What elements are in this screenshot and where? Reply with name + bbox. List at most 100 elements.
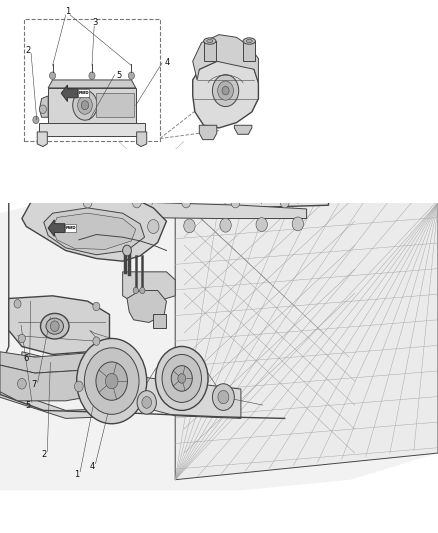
Polygon shape xyxy=(127,290,166,322)
Circle shape xyxy=(231,197,240,208)
Polygon shape xyxy=(0,187,438,490)
Bar xyxy=(204,41,216,61)
Circle shape xyxy=(18,334,25,343)
Circle shape xyxy=(155,346,208,410)
Ellipse shape xyxy=(40,313,69,339)
Polygon shape xyxy=(39,96,48,117)
Polygon shape xyxy=(22,192,166,261)
Polygon shape xyxy=(0,365,110,401)
Polygon shape xyxy=(175,187,438,480)
Circle shape xyxy=(77,338,147,424)
Circle shape xyxy=(85,348,139,414)
Circle shape xyxy=(220,219,231,232)
Circle shape xyxy=(142,397,152,408)
Bar xyxy=(39,123,145,136)
Text: 3: 3 xyxy=(93,18,98,27)
Ellipse shape xyxy=(207,39,213,43)
Polygon shape xyxy=(0,352,110,373)
Circle shape xyxy=(49,72,56,79)
Circle shape xyxy=(91,183,102,196)
Text: FWD: FWD xyxy=(78,91,89,95)
Bar xyxy=(153,314,166,328)
Ellipse shape xyxy=(46,318,64,334)
Circle shape xyxy=(106,374,118,389)
Circle shape xyxy=(39,105,46,114)
Circle shape xyxy=(184,219,195,233)
Circle shape xyxy=(222,86,229,95)
Circle shape xyxy=(292,217,304,231)
Circle shape xyxy=(73,90,97,120)
Text: 4: 4 xyxy=(165,59,170,67)
Circle shape xyxy=(74,381,83,392)
Ellipse shape xyxy=(246,39,252,43)
Polygon shape xyxy=(123,272,175,301)
Polygon shape xyxy=(193,35,258,83)
Text: 4: 4 xyxy=(89,462,95,471)
Circle shape xyxy=(83,197,92,208)
Bar xyxy=(24,19,160,141)
Polygon shape xyxy=(57,200,307,219)
Circle shape xyxy=(218,390,229,404)
Circle shape xyxy=(78,96,92,114)
Circle shape xyxy=(140,287,145,294)
Ellipse shape xyxy=(204,38,216,44)
Circle shape xyxy=(236,183,246,196)
Circle shape xyxy=(178,374,186,383)
Text: 7: 7 xyxy=(32,381,37,389)
Text: 6: 6 xyxy=(24,354,29,362)
Polygon shape xyxy=(0,385,131,418)
Circle shape xyxy=(212,384,234,410)
Circle shape xyxy=(93,302,100,311)
Text: 1: 1 xyxy=(74,470,79,479)
Polygon shape xyxy=(53,181,328,208)
Polygon shape xyxy=(199,125,217,140)
Circle shape xyxy=(93,337,100,345)
Polygon shape xyxy=(37,132,47,147)
Circle shape xyxy=(50,321,59,332)
Circle shape xyxy=(171,366,192,391)
Circle shape xyxy=(139,179,150,192)
Circle shape xyxy=(14,300,21,308)
Polygon shape xyxy=(234,125,252,134)
Polygon shape xyxy=(137,132,147,147)
Circle shape xyxy=(212,75,239,107)
Bar xyxy=(65,224,76,232)
Text: 5: 5 xyxy=(117,71,122,80)
Bar xyxy=(243,41,255,61)
Bar xyxy=(48,88,136,123)
Circle shape xyxy=(133,287,138,294)
Circle shape xyxy=(182,197,191,208)
Circle shape xyxy=(33,116,39,124)
Circle shape xyxy=(137,391,156,414)
Circle shape xyxy=(81,101,88,110)
Circle shape xyxy=(280,197,289,208)
Circle shape xyxy=(132,197,141,208)
Circle shape xyxy=(89,72,95,79)
Text: FWD: FWD xyxy=(65,226,76,230)
Text: 1: 1 xyxy=(65,7,71,16)
Polygon shape xyxy=(96,93,134,117)
Text: 2: 2 xyxy=(41,450,46,458)
Polygon shape xyxy=(9,296,110,354)
Polygon shape xyxy=(44,208,145,255)
Polygon shape xyxy=(61,85,78,101)
Circle shape xyxy=(162,354,201,402)
Circle shape xyxy=(123,245,131,256)
Circle shape xyxy=(218,81,233,100)
Circle shape xyxy=(148,220,159,233)
Circle shape xyxy=(128,72,134,79)
Bar xyxy=(0,149,438,203)
Polygon shape xyxy=(22,352,241,418)
Circle shape xyxy=(256,217,268,231)
Polygon shape xyxy=(48,80,136,88)
Polygon shape xyxy=(53,213,136,249)
Ellipse shape xyxy=(243,38,255,44)
Circle shape xyxy=(18,378,26,389)
Circle shape xyxy=(96,362,127,400)
Polygon shape xyxy=(48,220,65,236)
Bar xyxy=(78,89,89,98)
Polygon shape xyxy=(193,59,258,128)
Text: 5: 5 xyxy=(26,401,31,409)
Text: 2: 2 xyxy=(25,46,30,55)
Circle shape xyxy=(187,180,198,193)
